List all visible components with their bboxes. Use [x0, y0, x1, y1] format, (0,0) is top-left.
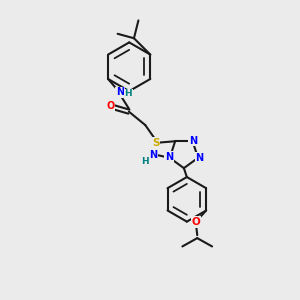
Text: N: N: [116, 87, 124, 97]
Text: O: O: [191, 217, 200, 227]
Text: S: S: [152, 138, 159, 148]
Text: N: N: [165, 152, 173, 162]
Text: N: N: [195, 153, 204, 163]
Text: H: H: [141, 157, 149, 166]
Text: H: H: [124, 89, 132, 98]
Text: N: N: [149, 150, 158, 160]
Text: O: O: [106, 101, 115, 111]
Text: N: N: [189, 136, 197, 146]
